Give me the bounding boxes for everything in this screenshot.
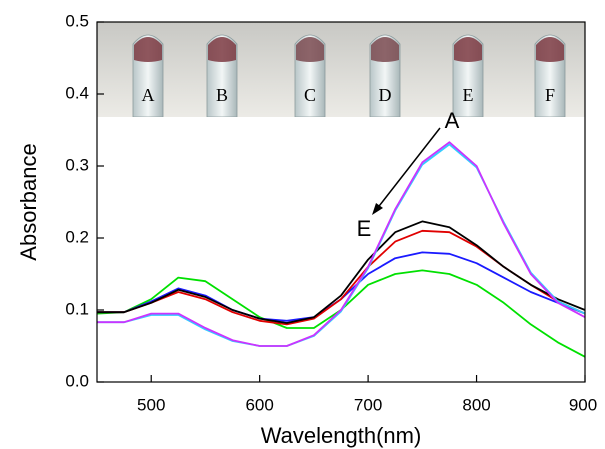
annotation: A — [445, 108, 460, 133]
x-axis-title: Wavelength(nm) — [261, 423, 422, 448]
y-tick-label: 0.0 — [65, 371, 89, 390]
tube-liquid — [536, 37, 564, 62]
arrow-head — [372, 203, 383, 215]
tube-liquid — [134, 37, 162, 62]
x-tick-label: 500 — [137, 395, 165, 414]
plot-background — [97, 117, 585, 382]
y-tick-label: 0.5 — [65, 11, 89, 30]
series-line — [97, 141, 586, 347]
tube-liquid — [454, 37, 482, 62]
photo-label: F — [545, 85, 555, 105]
photo-label: B — [216, 85, 228, 105]
tube-liquid — [296, 37, 324, 62]
tube-liquid — [208, 37, 236, 62]
y-axis-title: Absorbance — [16, 143, 41, 260]
y-tick-label: 0.3 — [65, 155, 89, 174]
plot-area — [96, 117, 586, 382]
x-tick-label: 700 — [354, 395, 382, 414]
photo-label: C — [304, 85, 316, 105]
photo-label: E — [463, 85, 474, 105]
plot-frame — [96, 21, 586, 383]
x-tick-label: 600 — [245, 395, 273, 414]
y-tick-label: 0.2 — [65, 227, 89, 246]
photo-label: D — [379, 85, 392, 105]
annotation: E — [357, 216, 372, 241]
x-tick-label: 800 — [462, 395, 490, 414]
x-tick-label: 900 — [569, 395, 597, 414]
inset-photo — [97, 22, 585, 117]
photo-label: A — [142, 85, 155, 105]
y-tick-label: 0.4 — [65, 83, 89, 102]
tube-liquid — [371, 37, 399, 62]
y-tick-label: 0.1 — [65, 299, 89, 318]
tubes: A B C D E F — [132, 34, 566, 118]
arrow — [375, 127, 441, 211]
series-line — [97, 220, 586, 324]
